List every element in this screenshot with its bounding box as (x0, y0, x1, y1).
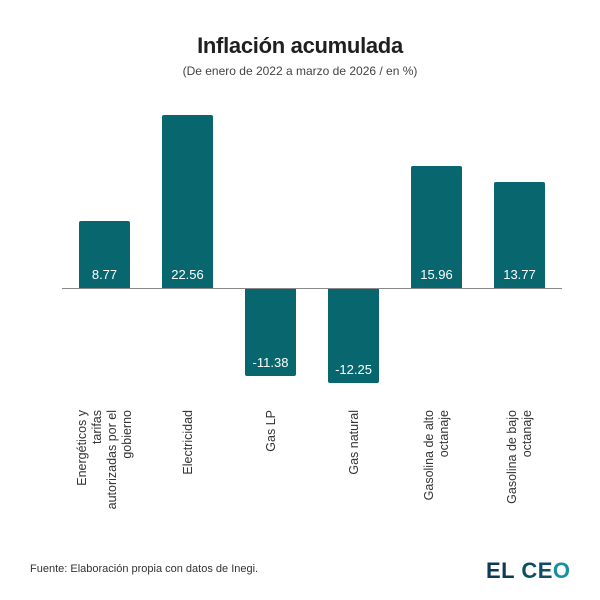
category-label: Gas LP (263, 410, 277, 452)
bar (79, 220, 130, 288)
category-label: Gas natural (346, 410, 360, 475)
zero-baseline (62, 288, 562, 289)
chart-title: Inflación acumulada (197, 33, 403, 58)
logo-ceo: CEO (521, 558, 571, 583)
bar-value-label: 22.56 (171, 267, 204, 282)
logo-el: EL (486, 558, 515, 583)
bar (162, 114, 213, 288)
source-note: Fuente: Elaboración propia con datos de … (30, 563, 259, 575)
bar (411, 165, 462, 288)
bar-value-label: -12.25 (335, 361, 372, 377)
bar (328, 289, 379, 383)
bar (245, 289, 296, 377)
chart-subtitle: (De enero de 2022 a marzo de 2026 / en %… (182, 64, 418, 78)
category-label: Gasolina de alto octanaje (421, 410, 451, 501)
bar (494, 182, 545, 288)
category-label: Electricidad (180, 410, 194, 475)
el-ceo-logo: EL CEO (486, 558, 571, 584)
category-label: Gasolina de bajo octanaje (504, 410, 534, 504)
category-label: Energéticos y tarifas autorizadas por el go… (74, 410, 134, 510)
bar-value-label: -11.38 (252, 355, 289, 371)
bar-value-label: 15.96 (420, 267, 453, 282)
bar-value-label: 13.77 (503, 267, 536, 282)
bar-value-label: 8.77 (91, 267, 118, 282)
